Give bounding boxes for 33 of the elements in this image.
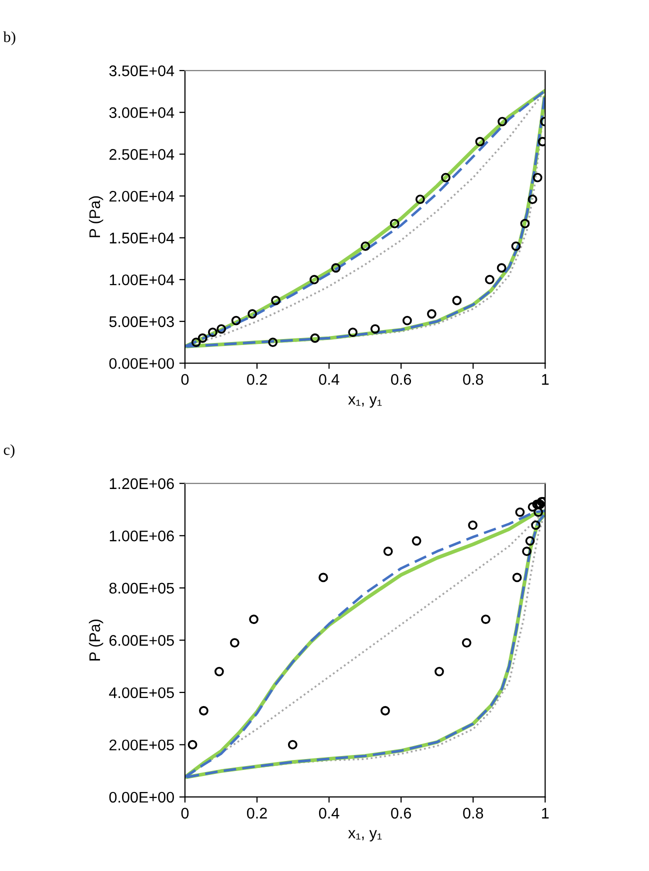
x-tick-label: 0 (181, 808, 189, 819)
x-tick-label: 1 (542, 374, 549, 385)
x-axis-title: x₁, y₁ (348, 396, 382, 408)
y-tick-label: 0.00E+00 (109, 792, 174, 803)
y-axis-title: P (Pa) (88, 196, 104, 238)
y-tick-label: 1.20E+06 (110, 478, 174, 490)
text: b) (3, 31, 16, 46)
x-tick-label: 0.6 (391, 374, 412, 385)
y-tick-label: 1.50E+04 (110, 232, 174, 244)
x-tick-label: 0.4 (319, 374, 340, 385)
y-tick-label: 8.00E+05 (109, 582, 174, 594)
y-tick-label: 3.50E+04 (109, 65, 174, 76)
y-tick-label: 4.00E+05 (109, 687, 174, 698)
y-tick-label: 1.00E+06 (110, 530, 174, 542)
x-axis-title: x₁, y₁ (348, 830, 382, 842)
x-tick-label: 0.8 (463, 374, 484, 385)
y-axis-title: P (Pa) (88, 620, 104, 660)
x-tick-label: 0.2 (246, 808, 267, 819)
y-tick-label: 0.00E+00 (109, 358, 174, 369)
text: c) (4, 444, 14, 458)
x-tick-label: 0.6 (391, 808, 412, 819)
x-tick-label: 1 (542, 808, 549, 818)
x-tick-label: 0.8 (463, 808, 484, 819)
y-tick-label: 1.00E+04 (110, 274, 174, 286)
y-tick-label: 6.00E+05 (109, 635, 174, 646)
x-tick-label: 0.2 (246, 374, 267, 385)
y-tick-label: 2.50E+04 (109, 149, 174, 160)
y-tick-label: 5.00E+03 (109, 316, 174, 328)
y-tick-label: 3.00E+04 (109, 107, 174, 118)
x-tick-label: 0 (181, 374, 189, 385)
x-tick-label: 0.4 (319, 808, 340, 819)
y-tick-label: 2.00E+05 (109, 740, 174, 750)
y-tick-label: 2.00E+04 (109, 190, 174, 202)
